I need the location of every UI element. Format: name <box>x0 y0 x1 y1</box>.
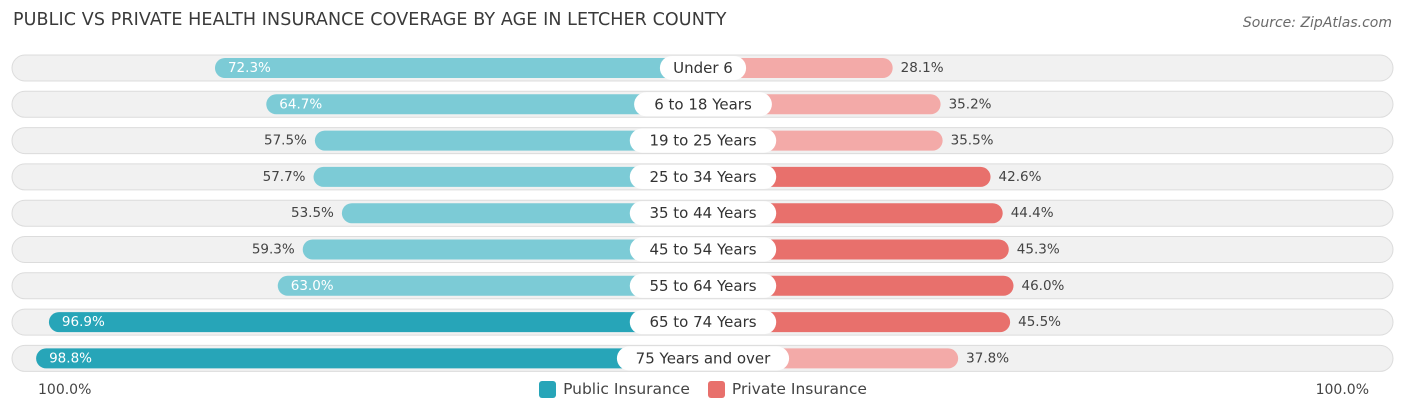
value-label-private: 28.1% <box>901 60 944 76</box>
bar-public <box>214 58 703 78</box>
legend-label-public: Public Insurance <box>563 380 690 398</box>
category-label: 35 to 44 Years <box>649 204 756 222</box>
chart-title: PUBLIC VS PRIVATE HEALTH INSURANCE COVER… <box>13 10 727 30</box>
category-label: 25 to 34 Years <box>649 168 756 186</box>
value-label-private: 35.2% <box>949 96 992 112</box>
value-label-public: 63.0% <box>291 278 334 294</box>
value-label-private: 45.5% <box>1018 314 1061 330</box>
category-pill <box>634 92 772 117</box>
axis-left-label: 100.0% <box>38 382 92 398</box>
bar-public <box>36 348 704 369</box>
source-credit: Source: ZipAtlas.com <box>1242 15 1392 31</box>
bar-private <box>703 58 893 78</box>
value-label-private: 45.3% <box>1017 242 1060 258</box>
bar-public <box>302 239 703 260</box>
category-label: 55 to 64 Years <box>649 277 756 295</box>
bar-public <box>266 94 703 115</box>
value-label-public: 53.5% <box>291 205 334 221</box>
category-label: 65 to 74 Years <box>649 313 756 331</box>
bar-private <box>703 239 1009 260</box>
value-label-private: 44.4% <box>1011 205 1054 221</box>
value-label-private: 46.0% <box>1022 278 1065 294</box>
category-pill <box>629 237 777 262</box>
bar-public <box>48 312 704 333</box>
bar-private <box>703 203 1003 224</box>
category-pill <box>629 164 777 189</box>
legend-swatch-public <box>539 380 557 398</box>
category-pill <box>629 273 777 298</box>
value-label-public: 64.7% <box>279 96 322 112</box>
category-pill <box>659 56 747 80</box>
value-label-private: 37.8% <box>966 350 1009 366</box>
bar-public <box>341 203 703 224</box>
category-pill <box>616 346 790 371</box>
bar-public <box>313 166 703 187</box>
category-pill <box>629 128 777 153</box>
legend-swatch-private <box>707 380 725 398</box>
value-label-public: 57.7% <box>263 169 306 185</box>
chart-area: 72.3% 28.1% Under 6 64.7% 35.2% 6 to 18 Years… <box>11 54 1394 372</box>
legend-label-private: Private Insurance <box>731 380 867 398</box>
legend-item-public[interactable]: Public Insurance <box>539 380 690 398</box>
value-label-public: 72.3% <box>228 60 271 76</box>
value-label-public: 98.8% <box>49 350 92 366</box>
legend-item-private[interactable]: Private Insurance <box>707 380 867 398</box>
legend: Public Insurance Private Insurance <box>0 380 1406 398</box>
category-label: 19 to 25 Years <box>649 132 756 150</box>
axis-right-label: 100.0% <box>1315 382 1369 398</box>
category-pill <box>629 201 777 226</box>
category-label: 75 Years and over <box>636 349 771 367</box>
value-label-public: 59.3% <box>252 242 295 258</box>
bar-public <box>277 275 703 296</box>
value-label-private: 42.6% <box>999 169 1042 185</box>
bar-private <box>703 312 1011 333</box>
value-label-public: 57.5% <box>264 133 307 149</box>
value-label-public: 96.9% <box>62 314 105 330</box>
category-label: 45 to 54 Years <box>649 241 756 259</box>
value-label-private: 35.5% <box>951 133 994 149</box>
category-label: Under 6 <box>673 59 733 77</box>
category-pill <box>629 310 777 335</box>
bar-public <box>314 130 703 151</box>
category-label: 6 to 18 Years <box>654 95 752 113</box>
bar-private <box>703 275 1014 296</box>
